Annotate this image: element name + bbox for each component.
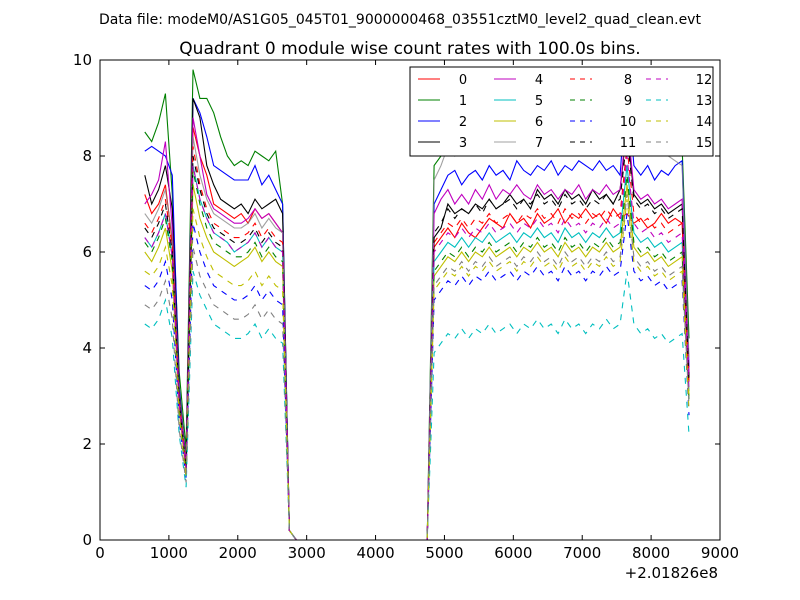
legend-label-12: 12 bbox=[696, 73, 713, 88]
x-tick-label: 0 bbox=[95, 544, 105, 562]
y-tick-label: 0 bbox=[82, 531, 92, 549]
series-line-15 bbox=[144, 194, 690, 541]
legend-label-9: 9 bbox=[624, 94, 632, 109]
series-line-6 bbox=[144, 184, 690, 541]
legend-label-4: 4 bbox=[535, 73, 543, 88]
legend-label-11: 11 bbox=[620, 136, 637, 151]
legend-label-6: 6 bbox=[535, 115, 543, 130]
series-line-11 bbox=[144, 136, 690, 541]
x-tick-label: 1000 bbox=[150, 544, 188, 562]
series-line-8 bbox=[144, 146, 690, 541]
x-tick-label: 7000 bbox=[563, 544, 601, 562]
y-tick-label: 10 bbox=[73, 51, 92, 69]
series-line-10 bbox=[144, 213, 690, 541]
y-tick-label: 6 bbox=[82, 243, 92, 261]
axis-ticks: 0 1000 2000 3000 4000 5000 6000 7000 8000 9000 0 2 4… bbox=[73, 51, 739, 562]
y-tick-label: 2 bbox=[82, 435, 92, 453]
y-tick-label: 8 bbox=[82, 147, 92, 165]
series-line-3 bbox=[144, 98, 690, 541]
x-tick-label: 8000 bbox=[632, 544, 670, 562]
x-tick-label: 9000 bbox=[701, 544, 739, 562]
legend-label-0: 0 bbox=[459, 73, 467, 88]
series-line-13 bbox=[144, 271, 690, 541]
x-tick-label: 4000 bbox=[356, 544, 394, 562]
legend-label-2: 2 bbox=[459, 115, 467, 130]
chart-title: Quadrant 0 module wise count rates with … bbox=[179, 39, 640, 59]
series-line-14 bbox=[144, 199, 690, 541]
x-offset-label: +2.01826e8 bbox=[625, 564, 718, 582]
axes-frame bbox=[99, 59, 721, 541]
y-tick-label: 4 bbox=[82, 339, 92, 357]
legend-label-3: 3 bbox=[459, 136, 467, 151]
legend-label-14: 14 bbox=[696, 115, 713, 130]
legend-label-1: 1 bbox=[459, 94, 467, 109]
legend-label-8: 8 bbox=[624, 73, 632, 88]
legend-label-13: 13 bbox=[696, 94, 713, 109]
legend-label-7: 7 bbox=[535, 136, 543, 151]
x-tick-label: 5000 bbox=[425, 544, 463, 562]
legend-box bbox=[409, 66, 714, 157]
x-tick-label: 2000 bbox=[219, 544, 257, 562]
series-line-9 bbox=[144, 170, 690, 541]
legend-label-10: 10 bbox=[620, 115, 637, 130]
data-file-suptitle: Data file: modeM0/AS1G05_045T01_90000004… bbox=[99, 12, 701, 28]
series-line-0 bbox=[144, 127, 690, 541]
x-tick-label: 3000 bbox=[288, 544, 326, 562]
x-tick-label: 6000 bbox=[494, 544, 532, 562]
series-line-4 bbox=[144, 117, 690, 541]
legend-label-15: 15 bbox=[696, 136, 713, 151]
series-line-12 bbox=[144, 155, 690, 541]
legend-label-5: 5 bbox=[535, 94, 543, 109]
